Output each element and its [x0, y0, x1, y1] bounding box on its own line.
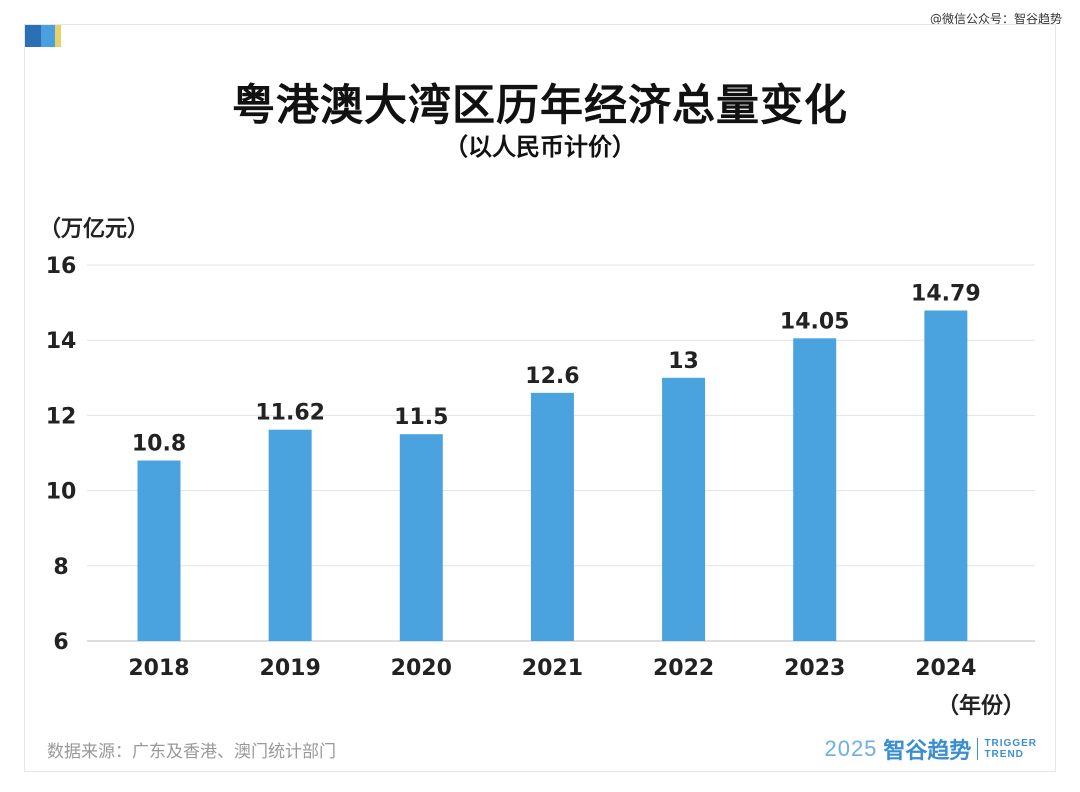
- y-axis-unit-label: （万亿元）: [39, 217, 150, 242]
- chart-card: 粤港澳大湾区历年经济总量变化 （以人民币计价） （万亿元） 6 8 10 12 14 16…: [24, 24, 1056, 772]
- chart-subtitle: （以人民币计价）: [444, 133, 636, 161]
- y-tick-label: 8: [53, 555, 68, 580]
- x-tick-label: 2024: [915, 656, 976, 681]
- x-tick-label: 2020: [391, 656, 452, 681]
- data-source-note: 数据来源：广东及香港、澳门统计部门: [47, 742, 336, 762]
- brand-logo: 2025 智谷趋势 TRIGGER TREND: [824, 733, 1037, 765]
- bar: [793, 338, 837, 641]
- x-axis-unit-label: （年份）: [937, 693, 1025, 719]
- accent-bar-dark: [25, 25, 41, 47]
- brand-english: TRIGGER TREND: [984, 738, 1037, 760]
- bar: [924, 310, 968, 641]
- bar-chart-plot: 6 8 10 12 14 16 10.8 2018 11.62 2019 11.5 2020 12.6 2…: [46, 254, 1035, 719]
- bar: [399, 434, 443, 641]
- bar-value-label: 12.6: [525, 364, 579, 389]
- bar-value-label: 13: [668, 349, 699, 374]
- x-tick-label: 2019: [260, 656, 321, 681]
- y-tick-label: 12: [46, 404, 77, 429]
- y-tick-label: 6: [53, 630, 68, 655]
- bar-value-label: 10.8: [132, 432, 186, 457]
- accent-bar-yellow: [55, 25, 61, 47]
- bar-value-label: 11.5: [394, 405, 448, 430]
- chart-title: 粤港澳大湾区历年经济总量变化: [232, 81, 848, 131]
- bar: [268, 429, 312, 641]
- x-tick-label: 2023: [784, 656, 845, 681]
- accent-bar-light: [41, 25, 55, 47]
- brand-english-line2: TREND: [984, 749, 1024, 760]
- y-tick-label: 16: [46, 254, 77, 279]
- brand-english-line1: TRIGGER: [984, 738, 1037, 749]
- bar: [137, 460, 181, 641]
- brand-divider: [977, 738, 979, 760]
- bar-value-label: 14.05: [780, 309, 850, 334]
- brand-name: 智谷趋势: [883, 739, 972, 764]
- bar-value-label: 11.62: [255, 401, 325, 426]
- bar: [662, 377, 706, 641]
- x-tick-label: 2021: [522, 656, 583, 681]
- brand-year: 2025: [824, 736, 878, 761]
- y-tick-label: 14: [46, 329, 77, 354]
- x-tick-label: 2022: [653, 656, 714, 681]
- bar-value-label: 14.79: [911, 281, 981, 306]
- watermark-text: @微信公众号：智谷趋势: [929, 12, 1062, 26]
- bar: [530, 392, 574, 641]
- y-tick-label: 10: [46, 480, 77, 505]
- x-tick-label: 2018: [128, 656, 189, 681]
